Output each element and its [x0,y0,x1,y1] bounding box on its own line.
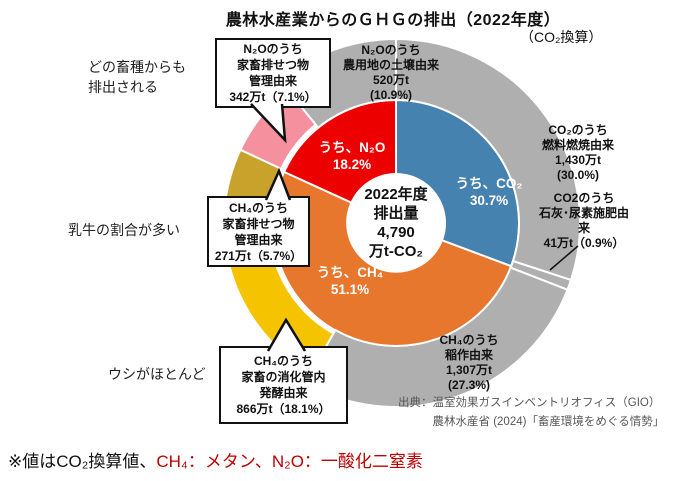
annotation-dairy-cows: 乳牛の割合が多い [68,222,180,238]
label-inner-co2: うち、CO₂ 30.7% [455,176,523,208]
callout-ch4-manure: CH₄のうち 家畜排せつ物 管理由来 271万t（5.7%） [207,196,310,267]
lime-urea-leader-line [549,245,579,271]
callout-n2o-manure: N₂Oのうち 家畜排せつ物 管理由来 342万t（7.1%） [215,38,331,108]
callout-ch4-enteric: CH₄のうち 家畜の消化管内 発酵由来 866万t（18.1%） [219,346,348,424]
footnote: ※値はCO₂換算値、CH₄：メタン、N₂O：一酸化二窒素 [8,447,423,472]
outer-segment-co2-fuel [395,37,582,282]
footnote-black-text: ※値はCO₂換算値、 [8,452,157,471]
subtitle-co2-equivalent: （CO₂換算） [520,29,603,45]
label-inner-ch4: うち、CH₄ 51.1% [316,265,384,297]
donut-center-circle [347,174,445,272]
label-n2o-soil: N₂Oのうち 農用地の土壌由来 520万t (10.9%) [342,43,440,102]
label-inner-n2o: うち、N₂O 18.2% [318,140,386,172]
page-title: 農林水産業からのＧＨＧの排出（2022年度） [225,12,561,29]
label-co2-fuel: CO₂のうち 燃料燃焼由来 1,430万t (30.0%) [541,123,615,182]
annotation-mostly-cattle: ウシがほとんど [108,366,206,382]
source-citation: 出典：温室効果ガスインベントリオフィス（GIO） 農林水産省 (2024)「畜産… [398,397,665,428]
label-ch4-rice: CH₄のうち 稲作由来 1,307万t (27.3%) [439,333,499,392]
donut-center-total: 2022年度 排出量 4,790 万t-CO₂ [364,186,428,260]
footnote-red-text: CH₄：メタン、N₂O：一酸化二窒素 [156,452,423,471]
label-co2-lime-urea: CO2のうち 石灰･尿素施肥由来 41万t（0.9%） [538,191,629,250]
annotation-all-livestock: どの畜種からも 排出される [88,59,186,95]
